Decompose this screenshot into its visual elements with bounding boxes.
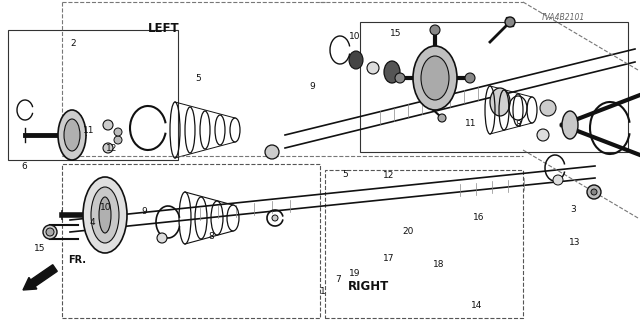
Ellipse shape	[83, 177, 127, 253]
Text: 16: 16	[473, 213, 484, 222]
Text: 17: 17	[383, 254, 395, 263]
Text: 5: 5	[196, 74, 201, 83]
Text: 15: 15	[34, 244, 45, 253]
Circle shape	[103, 120, 113, 130]
Bar	[360, 22, 628, 152]
Circle shape	[114, 128, 122, 136]
Circle shape	[553, 175, 563, 185]
Circle shape	[43, 225, 57, 239]
Text: 2: 2	[71, 39, 76, 48]
Ellipse shape	[384, 61, 400, 83]
Text: TVA4B2101: TVA4B2101	[541, 13, 586, 22]
Circle shape	[395, 73, 405, 83]
FancyArrow shape	[23, 265, 57, 290]
Text: 8: 8	[209, 232, 214, 241]
Ellipse shape	[58, 110, 86, 160]
Circle shape	[587, 185, 601, 199]
Circle shape	[46, 228, 54, 236]
Ellipse shape	[562, 111, 578, 139]
Circle shape	[114, 136, 122, 144]
Ellipse shape	[421, 56, 449, 100]
Text: RIGHT: RIGHT	[348, 280, 388, 293]
Circle shape	[591, 189, 597, 195]
Text: 20: 20	[403, 228, 414, 236]
Ellipse shape	[490, 88, 510, 116]
Ellipse shape	[99, 197, 111, 233]
Circle shape	[438, 114, 446, 122]
Text: 1: 1	[321, 287, 326, 296]
Ellipse shape	[349, 51, 363, 69]
Text: 10: 10	[349, 32, 361, 41]
Text: LEFT: LEFT	[147, 22, 179, 35]
Text: FR.: FR.	[68, 255, 86, 265]
Circle shape	[265, 145, 279, 159]
Text: 15: 15	[390, 29, 401, 38]
Text: 12: 12	[106, 144, 118, 153]
Text: 11: 11	[465, 119, 476, 128]
Circle shape	[540, 100, 556, 116]
Bar	[325, 170, 523, 318]
Text: 13: 13	[569, 238, 580, 247]
Ellipse shape	[64, 119, 80, 151]
Circle shape	[430, 25, 440, 35]
Text: 4: 4	[90, 218, 95, 227]
Ellipse shape	[413, 46, 457, 110]
Circle shape	[272, 215, 278, 221]
Text: 14: 14	[471, 301, 483, 310]
Text: 11: 11	[83, 126, 94, 135]
Text: 3: 3	[570, 205, 575, 214]
Text: 9: 9	[141, 207, 147, 216]
Circle shape	[465, 73, 475, 83]
Circle shape	[367, 62, 379, 74]
Text: 5: 5	[343, 170, 348, 179]
Text: 7: 7	[335, 276, 340, 284]
Bar	[62, 164, 320, 318]
Text: 8: 8	[516, 120, 521, 129]
Text: 10: 10	[100, 203, 111, 212]
Text: 12: 12	[383, 171, 395, 180]
Bar	[8, 30, 178, 160]
Text: 18: 18	[433, 260, 444, 269]
Text: 19: 19	[349, 269, 361, 278]
Text: 9: 9	[310, 82, 315, 91]
Circle shape	[103, 143, 113, 153]
Text: 6: 6	[22, 162, 27, 171]
Circle shape	[157, 233, 167, 243]
Circle shape	[537, 129, 549, 141]
Ellipse shape	[91, 187, 119, 243]
Circle shape	[505, 17, 515, 27]
